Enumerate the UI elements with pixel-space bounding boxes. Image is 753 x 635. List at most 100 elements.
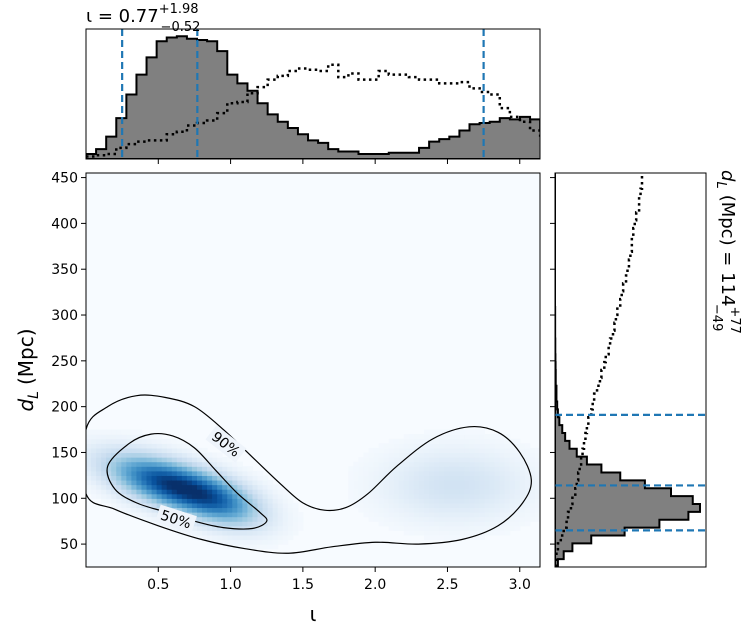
heatmap-cell	[484, 512, 491, 518]
heatmap-cell	[141, 475, 148, 481]
heatmap-cell	[534, 466, 540, 472]
heatmap-cell	[378, 489, 385, 495]
heatmap-cell	[232, 534, 238, 541]
heatmap-cell	[116, 502, 122, 509]
heatmap-cell	[136, 498, 143, 504]
heatmap-cell	[494, 530, 501, 536]
heatmap-cell	[434, 452, 440, 458]
heatmap-cell	[202, 534, 208, 541]
heatmap-cell	[464, 475, 470, 481]
heatmap-cell	[91, 429, 97, 435]
heatmap-cell	[91, 466, 97, 472]
heatmap-cell	[277, 534, 284, 541]
heatmap-cell	[297, 525, 304, 531]
heatmap-cell	[86, 475, 92, 481]
heatmap-cell	[166, 525, 173, 531]
heatmap-cell	[141, 457, 148, 463]
heatmap-cell	[217, 466, 223, 472]
heatmap-cell	[217, 470, 223, 476]
heatmap-cell	[106, 466, 112, 472]
heatmap-cell	[393, 461, 400, 467]
heatmap-cell	[484, 470, 491, 476]
heatmap-cell	[459, 484, 465, 490]
heatmap-cell	[232, 461, 238, 467]
heatmap-cell	[398, 507, 405, 513]
heatmap-cell	[529, 466, 536, 472]
heatmap-cell	[423, 443, 430, 449]
heatmap-cell	[267, 479, 274, 486]
heatmap-cell	[449, 438, 455, 444]
heatmap-cell	[449, 466, 455, 472]
heatmap-cell	[176, 489, 183, 495]
heatmap-cell	[171, 502, 178, 509]
heatmap-cell	[171, 438, 178, 444]
heatmap-cell	[489, 461, 496, 467]
heatmap-cell	[171, 479, 178, 486]
heatmap-cell	[449, 502, 455, 509]
heatmap-cell	[252, 479, 259, 486]
right-title-main: d	[717, 170, 738, 182]
heatmap-cell	[393, 447, 400, 454]
heatmap-cell	[509, 470, 516, 476]
heatmap-cell	[504, 512, 511, 518]
heatmap-cell	[444, 493, 450, 499]
heatmap-cell	[131, 429, 138, 435]
heatmap-cell	[524, 452, 531, 458]
heatmap-cell	[242, 507, 249, 513]
heatmap-cell	[383, 484, 390, 490]
heatmap-cell	[499, 525, 506, 531]
heatmap-cell	[514, 502, 521, 509]
heatmap-cell	[479, 438, 486, 444]
heatmap-cell	[398, 521, 405, 527]
heatmap-cell	[91, 489, 97, 495]
heatmap-cell	[499, 470, 506, 476]
heatmap-cell	[464, 434, 470, 440]
heatmap-cell	[529, 493, 536, 499]
heatmap-cell	[176, 452, 183, 458]
heatmap-cell	[378, 447, 385, 454]
heatmap-cell	[277, 498, 284, 504]
heatmap-cell	[202, 447, 208, 454]
heatmap-cell	[499, 512, 506, 518]
heatmap-cell	[111, 457, 117, 463]
heatmap-cell	[131, 507, 138, 513]
heatmap-cell	[519, 512, 526, 518]
heatmap-cell	[282, 489, 289, 495]
heatmap-cell	[101, 466, 107, 472]
heatmap-cell	[464, 438, 470, 444]
heatmap-cell	[237, 530, 243, 536]
heatmap-cell	[378, 457, 385, 463]
heatmap-cell	[413, 434, 420, 440]
heatmap-cell	[444, 530, 450, 536]
heatmap-cell	[151, 512, 158, 518]
heatmap-cell	[514, 443, 521, 449]
heatmap-cell	[91, 457, 97, 463]
heatmap-cell	[212, 457, 218, 463]
heatmap-cell	[529, 470, 536, 476]
heatmap-cell	[151, 434, 158, 440]
heatmap-cell	[479, 512, 486, 518]
heatmap-cell	[141, 479, 148, 486]
heatmap-cell	[434, 525, 440, 531]
heatmap-cell	[176, 447, 183, 454]
heatmap-cell	[469, 484, 476, 490]
heatmap-cell	[181, 479, 188, 486]
heatmap-cell	[504, 493, 511, 499]
heatmap-cell	[171, 475, 178, 481]
heatmap-cell	[449, 434, 455, 440]
heatmap-cell	[161, 493, 168, 499]
heatmap-cell	[227, 493, 233, 499]
heatmap-cell	[176, 438, 183, 444]
heatmap-cell	[166, 498, 173, 504]
heatmap-cell	[474, 438, 481, 444]
heatmap-cell	[383, 470, 390, 476]
heatmap-cell	[181, 457, 188, 463]
heatmap-cell	[459, 498, 465, 504]
heatmap-cell	[247, 502, 254, 509]
heatmap-cell	[156, 484, 163, 490]
heatmap-cell	[388, 507, 395, 513]
heatmap-cell	[499, 498, 506, 504]
heatmap-cell	[96, 447, 102, 454]
heatmap-cell	[207, 479, 213, 486]
heatmap-cell	[388, 475, 395, 481]
